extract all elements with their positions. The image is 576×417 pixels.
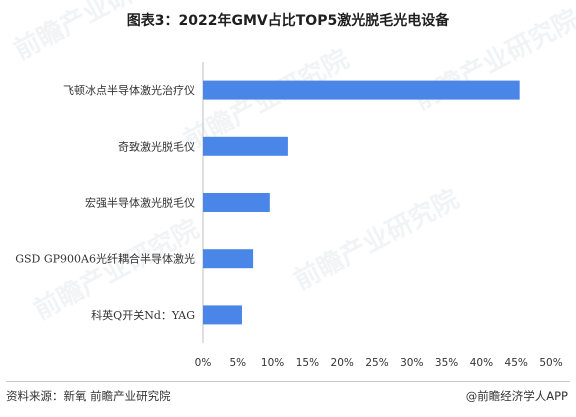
watermark-layer: 前瞻产业研究院 前瞻产业研究院 前瞻产业研究院 前瞻产业研究院 前瞻产业研究院: [9, 0, 576, 326]
category-label-1: 飞顿冰点半导体激光治疗仪: [63, 83, 195, 97]
bar-5: [203, 305, 242, 325]
category-label-3: 宏强半导体激光脱毛仪: [85, 196, 195, 210]
category-label-5: 科英Q开关Nd：YAG: [91, 308, 195, 322]
bar-2: [203, 136, 288, 156]
bars-layer: [203, 80, 520, 325]
svg-text:前瞻产业研究院: 前瞻产业研究院: [289, 183, 464, 296]
footer-divider: [6, 381, 570, 382]
x-tick-label-8: 40%: [470, 357, 493, 369]
chart-title: 图表3：2022年GMV占比TOP5激光脱毛光电设备: [126, 13, 450, 29]
x-tick-label-3: 15%: [296, 357, 319, 369]
category-label-4: GSD GP900A6光纤耦合半导体激光: [15, 252, 195, 266]
x-tick-label-0: 0%: [195, 357, 212, 369]
category-label-2: 奇致激光脱毛仪: [118, 139, 195, 153]
bar-1: [203, 80, 520, 100]
brand-credit: @前瞻经济学人APP: [465, 389, 568, 403]
x-tick-label-5: 25%: [365, 357, 388, 369]
x-tick-label-6: 30%: [400, 357, 423, 369]
x-tick-label-2: 10%: [261, 357, 284, 369]
x-tick-label-9: 45%: [505, 357, 528, 369]
source-note: 资料来源：新氧 前瞻产业研究院: [6, 389, 171, 403]
svg-text:前瞻产业研究院: 前瞻产业研究院: [9, 0, 184, 66]
x-tick-label-10: 50%: [539, 357, 562, 369]
x-axis-ticks: 0% 5% 10% 15% 20% 25% 30% 35% 40% 45% 50%: [195, 357, 563, 369]
bar-3: [203, 193, 270, 212]
x-tick-label-4: 20%: [331, 357, 354, 369]
bar-4: [203, 249, 254, 269]
x-tick-label-7: 35%: [435, 357, 458, 369]
x-tick-label-1: 5%: [229, 357, 246, 369]
